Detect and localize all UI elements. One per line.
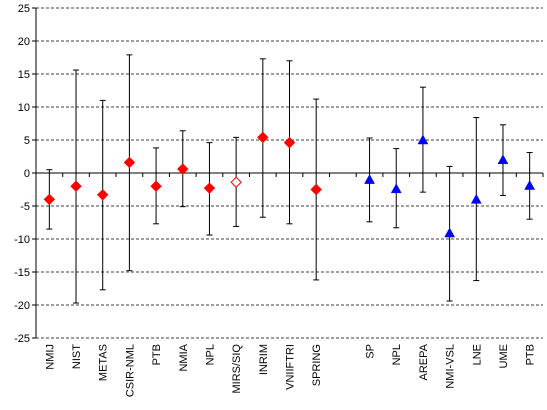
data-point-diamond <box>97 189 109 201</box>
y-tick-label: -15 <box>14 267 30 279</box>
data-markers <box>43 131 536 238</box>
data-point-diamond-open <box>230 176 242 188</box>
x-tick-label: INRIM <box>258 344 270 375</box>
data-point-triangle <box>497 154 509 165</box>
data-point-diamond <box>70 180 82 192</box>
x-tick-label: LNE <box>471 344 483 365</box>
data-point-triangle <box>364 174 375 184</box>
data-point-diamond <box>283 136 296 149</box>
x-tick-label: NMIJ <box>44 344 56 370</box>
x-tick-label: MIRS/SIQ <box>231 344 243 394</box>
data-point-diamond <box>203 182 216 194</box>
x-tick-label: AREPA <box>418 343 430 380</box>
data-point-triangle <box>390 183 402 194</box>
error-bars <box>46 54 533 304</box>
y-tick-label: -25 <box>14 333 30 345</box>
data-point-triangle <box>444 227 456 238</box>
data-point-diamond <box>150 180 162 192</box>
y-tick-label: -10 <box>14 234 30 246</box>
x-tick-label: SP <box>365 344 377 359</box>
y-tick-label: 20 <box>18 36 30 48</box>
y-tick-label: -5 <box>20 201 30 213</box>
x-tick-label: UME <box>498 344 510 368</box>
y-tick-label: 25 <box>18 3 30 15</box>
x-tick-label: NMI-VSL <box>445 344 457 389</box>
y-tick-label: 15 <box>18 69 30 81</box>
x-tick-label: NPL <box>391 344 403 365</box>
data-point-diamond <box>123 156 136 169</box>
y-tick-label: 5 <box>24 135 30 147</box>
data-point-diamond <box>257 131 269 144</box>
x-tick-label: NMIA <box>178 343 190 371</box>
y-tick-labels: -25 -20 -15 -10 -5 0 5 10 15 20 25 <box>14 3 30 345</box>
x-tick-label: PTB <box>525 344 537 365</box>
data-point-diamond <box>43 193 56 206</box>
x-tick-label: CSIR-NML <box>124 344 136 397</box>
x-tick-label: VNIIFTRI <box>285 344 297 390</box>
x-tick-label: NPL <box>204 344 216 365</box>
data-point-triangle <box>470 193 482 204</box>
x-tick-labels: NMIJ NIST METAS CSIR-NML PTB NMIA NPL MIRS/SIQ I… <box>44 343 536 397</box>
data-point-triangle <box>524 180 536 190</box>
y-tick-label: -20 <box>14 300 30 312</box>
data-point-diamond <box>177 163 189 175</box>
data-point-diamond <box>310 183 322 196</box>
x-tick-label: METAS <box>98 344 110 381</box>
data-point-triangle <box>417 134 429 145</box>
x-tick-label: PTB <box>151 344 163 365</box>
x-tick-label: SPRING <box>311 344 323 386</box>
grid-lines <box>36 7 543 339</box>
y-tick-label: 0 <box>24 168 30 180</box>
x-tick-label: NIST <box>71 344 83 369</box>
y-tick-label: 10 <box>18 102 30 114</box>
axes <box>32 7 544 339</box>
